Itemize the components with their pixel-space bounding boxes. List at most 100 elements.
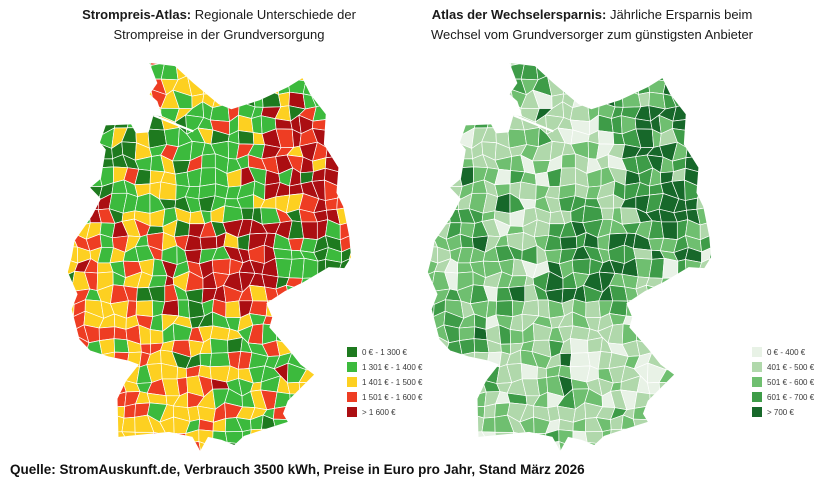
district-cell [172,63,191,67]
district-cell [493,102,514,117]
district-cell [72,362,92,379]
district-cell [326,75,345,93]
district-cell [455,367,474,383]
district-cell [598,75,615,95]
district-cell [337,184,352,199]
district-cell [447,415,464,434]
legend-row: 501 € - 600 € [752,377,814,387]
district-cell [687,395,702,410]
district-cell [696,206,712,226]
district-cell [432,106,447,117]
district-cell [67,63,77,83]
district-cell [67,115,76,134]
district-cell [209,352,231,368]
district-cell [712,235,714,253]
district-cell [674,271,690,293]
district-cell [353,207,354,225]
district-cell [572,87,589,109]
district-cell [674,311,690,331]
district-cell [621,79,640,95]
district-cell [225,300,241,318]
district-cell [67,336,79,358]
district-cell [634,391,651,409]
district-cell [431,78,451,93]
district-cell [288,302,306,315]
district-cell [673,336,692,355]
district-cell [427,302,435,317]
district-cell [84,106,104,122]
district-cell [433,180,452,200]
district-cell [160,63,179,81]
district-cell [496,63,512,66]
district-cell [632,418,652,432]
district-cell [447,429,464,450]
district-cell [263,63,281,84]
district-cell [67,108,75,120]
district-cell [249,442,268,451]
district-cell [97,448,113,451]
district-cell [677,429,691,444]
district-cell [427,154,437,174]
district-cell [261,87,282,108]
district-cell [136,78,152,93]
district-cell [67,377,74,396]
district-cell [659,288,679,305]
district-cell [327,114,341,131]
district-cell [697,433,712,449]
district-cell [427,130,438,148]
district-cell [687,429,705,442]
district-cell [496,63,512,80]
district-cell [74,130,91,148]
district-cell [710,393,712,405]
legend-label: 1 301 € - 1 400 € [362,362,423,372]
district-cell [612,63,625,81]
district-cell [278,91,291,108]
district-cell [582,441,603,451]
district-cell [71,392,91,410]
district-cell [353,221,354,237]
district-cell [88,440,99,451]
district-cell [227,87,240,105]
district-cell [521,442,540,451]
district-cell [507,432,528,445]
district-cell [662,257,679,279]
district-cell [240,207,255,220]
district-cell [339,91,352,109]
district-cell [200,63,217,83]
district-cell [638,63,653,84]
legend-label: > 1 600 € [362,407,396,417]
district-cell [289,393,302,407]
district-cell [288,310,306,331]
district-cell [327,401,342,424]
district-cell [83,354,103,371]
district-cell [633,428,648,446]
district-cell [285,419,306,435]
district-cell [323,63,344,68]
district-cell [678,390,689,410]
district-cell [96,65,116,80]
district-cell [699,401,712,424]
elbe-river-line [513,114,554,133]
district-cell [326,315,342,331]
district-cell [533,433,547,444]
district-cell [325,284,340,302]
district-cell [430,144,451,162]
district-cell [87,405,102,422]
district-cell [520,63,539,81]
district-cell [67,245,79,264]
district-cell [67,310,74,332]
district-cell [427,350,435,371]
district-cell [287,77,307,95]
legend-label: > 700 € [767,407,794,417]
district-cell [473,78,489,93]
district-cell [698,298,712,318]
district-cell [70,144,91,162]
district-cell [601,63,614,70]
district-cell [349,65,352,83]
district-cell [212,87,229,109]
district-cell [687,418,705,435]
district-cell [427,63,437,83]
district-cell [325,141,345,159]
district-cell [213,63,227,83]
